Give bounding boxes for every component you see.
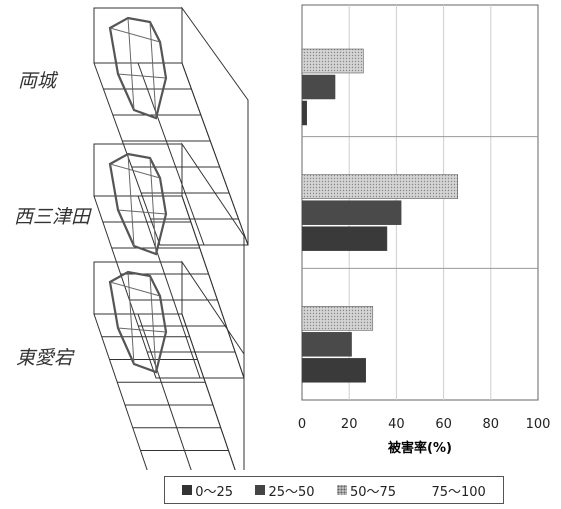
damage-rate-chart: 0 20 40 60 80 100 被害率(%) [298,4,551,456]
legend: 0〜25 25〜50 50〜75 75〜100 [164,476,504,504]
legend-label-2: 50〜75 [349,484,397,500]
legend-swatch-3 [418,485,429,495]
x-tick-label-0: 0 [298,417,306,432]
site-label-1: 西三津田 [14,206,91,228]
legend-item-3: 75〜100 [418,481,486,500]
bar-1-2 [301,174,459,199]
legend-label-0: 0〜25 [195,484,234,500]
chart-bars [301,48,459,383]
x-tick-label-3: 60 [435,417,452,432]
x-axis-label: 被害率(%) [387,440,452,456]
bar-2-1 [301,332,352,357]
x-tick-label-2: 40 [388,417,405,432]
legend-item-0: 0〜25 [182,481,233,500]
block-2 [93,260,245,470]
legend-item-2: 50〜75 [336,481,397,500]
legend-swatch-2 [336,485,347,495]
x-tick-label-4: 80 [483,417,500,432]
bar-0-1 [301,74,336,100]
bar-1-0 [301,226,388,251]
site-label-0: 両城 [18,70,57,92]
bar-1-1 [301,200,402,225]
legend-swatch-0 [182,485,193,495]
bar-0-2 [301,48,364,74]
legend-swatch-1 [255,485,266,495]
bar-2-0 [301,358,366,383]
x-tick-label-5: 100 [526,417,551,432]
block-diagrams [93,6,249,470]
legend-item-1: 25〜50 [255,481,315,500]
chart-ticks: 0 20 40 60 80 100 [298,417,551,432]
bar-0-0 [301,100,307,126]
bar-2-2 [301,306,374,331]
block-0 [93,6,249,246]
legend-label-3: 75〜100 [431,484,486,500]
site-label-2: 東愛宕 [16,347,74,369]
x-tick-label-1: 20 [341,417,358,432]
legend-label-1: 25〜50 [268,484,315,500]
